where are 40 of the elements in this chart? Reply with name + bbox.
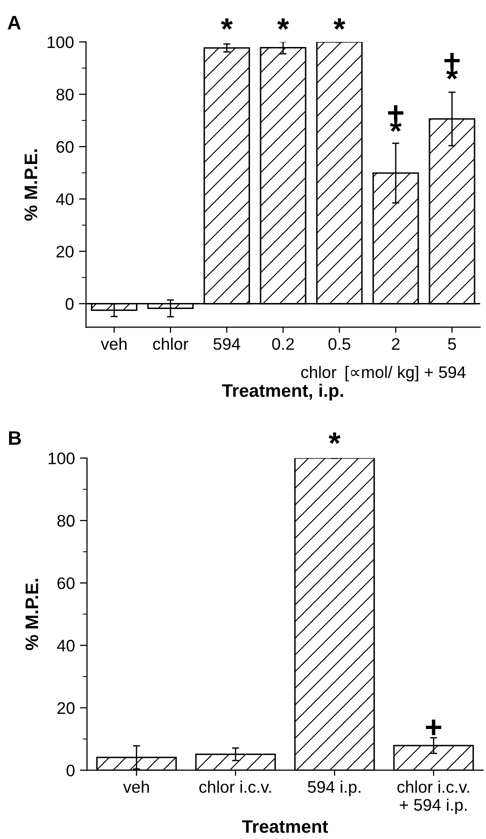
x-tick-label: 594 i.p. [308,780,360,796]
annotation: * [446,68,458,80]
y-tick-label: 0 [66,298,74,310]
x-tick-label: chlor i.c.v. + 594 i.p. [397,780,469,814]
y-axis-title: % M.P.E. [24,149,38,221]
annotation: + [388,105,404,121]
x-axis-title: Treatment, i.p. [222,384,344,401]
x-tick-label: 0.2 [272,338,294,350]
x-tick-label: 594 [214,338,240,350]
y-tick-label: 60 [56,141,74,153]
x-tick-label: 5 [448,338,456,350]
text: chlor [301,366,336,378]
y-tick-label: 40 [57,640,75,652]
y-tick-label: 20 [56,246,74,258]
x-tick-label: 2 [392,338,400,350]
text: * [328,432,340,444]
y-tick-label: 20 [57,702,75,714]
x-tick-label: veh [100,338,127,350]
y-tick-label: 80 [57,514,75,527]
y-tick-label: 40 [56,193,74,206]
y-tick-label: 60 [58,577,75,590]
x-tick-label: chlor i.c.v. [199,780,271,793]
annotation: + [426,720,442,736]
y-axis-title: % M.P.E. [26,578,38,650]
y-tick-label: 100 [48,452,75,464]
y-tick-label: 80 [56,88,74,100]
y-tick-label: 0 [66,764,75,776]
text: [∝mol/ kg] + 594 [346,366,466,382]
x-axis-title: Treatment [242,820,328,833]
chart-title: B [9,431,21,445]
y-tick-label: 100 [48,36,74,48]
annotation: + [444,52,460,68]
text: * [220,18,233,30]
text: * [334,18,346,30]
x-tick-label: veh [123,780,149,793]
x-tick-label: 0.5 [328,338,350,350]
text: * [277,18,290,30]
chart-title: A [8,16,21,30]
annotation: * [390,120,402,132]
x-tick-label: chlor [153,338,188,350]
